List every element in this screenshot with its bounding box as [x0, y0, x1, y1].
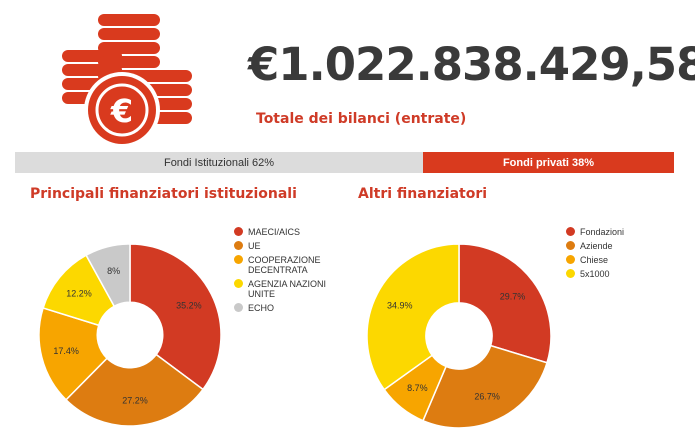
funds-split-bar: Fondi Istituzionali 62% Fondi privati 38…	[15, 152, 674, 173]
svg-text:€: €	[110, 92, 133, 130]
legend-swatch	[234, 227, 243, 236]
donut-chart-altri: 29.7% 26.7% 8.7% 34.9%	[366, 243, 552, 429]
legend-swatch	[234, 303, 243, 312]
legend-item-agenzia-nazioni-unite: AGENZIA NAZIONI UNITE	[234, 279, 344, 299]
legend-label: MAECI/AICS	[248, 227, 301, 237]
legend-item-aziende: Aziende	[566, 241, 666, 251]
euro-coins-icon: €	[62, 14, 192, 148]
split-bar-privati: Fondi privati 38%	[423, 152, 674, 173]
chart-title-istituzionali: Principali finanziatori istituzionali	[30, 186, 297, 202]
slice-label-5x1000: 34.9%	[387, 301, 413, 311]
slice-label-chiese: 8.7%	[407, 383, 428, 393]
pie-slice-5x1000	[366, 243, 460, 391]
legend-swatch	[566, 227, 575, 236]
legend-altri: Fondazioni Aziende Chiese 5x1000	[566, 227, 666, 283]
slice-label-cooperazione-decentrata: 17.4%	[53, 346, 79, 356]
legend-swatch	[566, 269, 575, 278]
slice-label-echo: 8%	[107, 266, 120, 276]
split-bar-istituzionali: Fondi Istituzionali 62%	[15, 152, 423, 173]
pie-slice-echo	[85, 243, 131, 308]
slice-label-maeci-aics: 35.2%	[176, 300, 202, 310]
pie-slice-maeci-aics	[129, 243, 222, 391]
slice-label-aziende: 26.7%	[474, 391, 500, 401]
total-label: Totale dei bilanci (entrate)	[256, 111, 467, 127]
donut-chart-istituzionali: 35.2% 27.2% 17.4% 12.2% 8%	[38, 243, 222, 427]
legend-label: ECHO	[248, 303, 275, 313]
legend-swatch	[234, 241, 243, 250]
legend-label: Chiese	[580, 255, 609, 265]
chart-title-altri: Altri finanziatori	[358, 186, 488, 202]
legend-label: Aziende	[580, 241, 613, 251]
pie-slice-cooperazione-decentrata	[38, 307, 109, 401]
legend-swatch	[234, 279, 243, 288]
total-amount: €1.022.838.429,58	[248, 38, 695, 91]
slice-label-agenzia-nazioni-unite: 12.2%	[66, 288, 92, 298]
legend-istituzionali: MAECI/AICS UE COOPERAZIONE DECENTRATA AGENZ…	[234, 227, 344, 317]
legend-item-fondazioni: Fondazioni	[566, 227, 666, 237]
slice-label-fondazioni: 29.7%	[500, 291, 526, 301]
legend-label: Fondazioni	[580, 227, 625, 237]
slice-label-ue: 27.2%	[122, 396, 148, 406]
legend-item-cooperazione-decentrata: COOPERAZIONE DECENTRATA	[234, 255, 344, 275]
legend-swatch	[566, 241, 575, 250]
legend-label: AGENZIA NAZIONI UNITE	[248, 279, 327, 299]
legend-label: UE	[248, 241, 261, 251]
legend-label: COOPERAZIONE DECENTRATA	[248, 255, 321, 275]
legend-swatch	[566, 255, 575, 264]
legend-item-echo: ECHO	[234, 303, 344, 313]
pie-slice-fondazioni	[458, 243, 552, 364]
legend-item-5x1000: 5x1000	[566, 269, 666, 279]
legend-item-ue: UE	[234, 241, 344, 251]
legend-swatch	[234, 255, 243, 264]
legend-item-maeci-aics: MAECI/AICS	[234, 227, 344, 237]
pie-slice-aziende	[422, 344, 548, 429]
pie-slice-ue	[64, 353, 204, 427]
legend-label: 5x1000	[580, 269, 610, 279]
legend-item-chiese: Chiese	[566, 255, 666, 265]
